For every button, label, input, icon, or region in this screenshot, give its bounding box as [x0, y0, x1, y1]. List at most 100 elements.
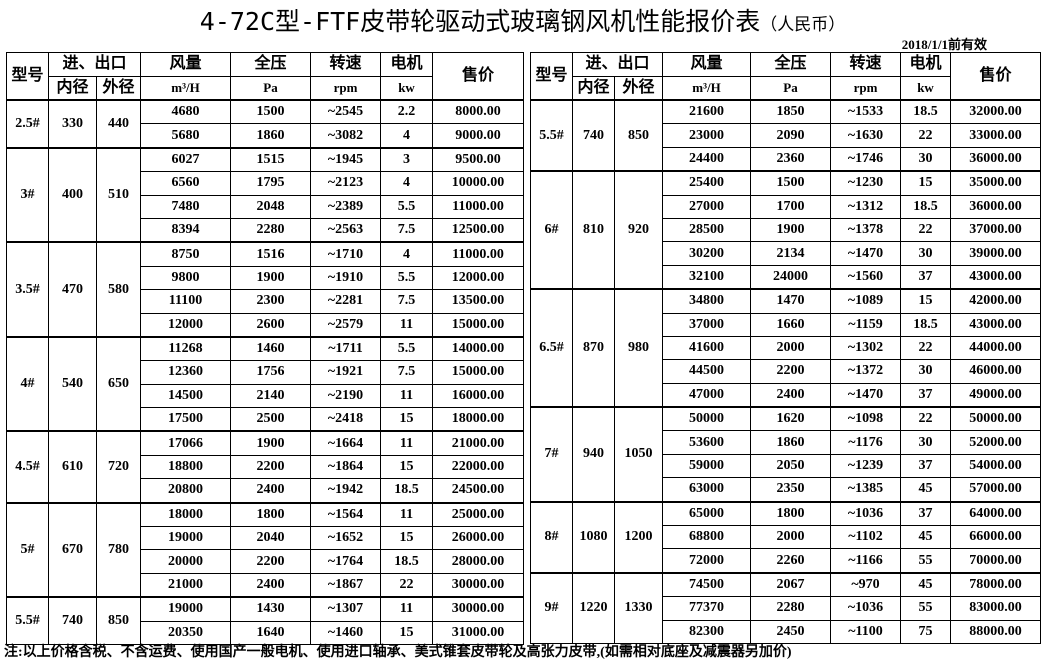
data-cell: 63000: [662, 477, 752, 503]
data-cell: 1700: [750, 194, 832, 219]
data-cell: 15: [380, 407, 434, 432]
data-cell: 2300: [230, 289, 312, 314]
data-cell: 17066: [140, 430, 232, 456]
data-cell: 5680: [140, 123, 232, 149]
data-cell: 5.5: [380, 335, 434, 362]
data-cell: 1900: [230, 265, 312, 291]
data-cell: 44000.00: [950, 335, 1042, 361]
data-cell: 30: [900, 359, 952, 384]
data-row: 6560 1795 ~2123 4 10000.00: [7, 171, 525, 196]
header-cell: 电机: [380, 52, 434, 77]
data-cell: 43000.00: [950, 264, 1042, 290]
data-cell: 36000.00: [950, 146, 1042, 172]
data-cell: 42000.00: [950, 288, 1042, 314]
data-cell: 18.5: [900, 194, 952, 219]
data-row: 18800 2200 ~1864 15 22000.00: [7, 454, 525, 480]
data-cell: 19000: [140, 596, 232, 622]
data-row: 7# 940 1050 50000 1620 ~1098 22 50000.00: [530, 406, 1042, 503]
group-cell: 6.5#: [530, 288, 573, 408]
data-row: 12360 1756 ~1921 7.5 15000.00: [7, 360, 525, 385]
note: 注:以上价格含税、不含运费、使用国产一般电机、使用进口轴承、美式锥套皮带轮及高张…: [4, 645, 792, 660]
data-cell: 21600: [662, 99, 752, 125]
data-cell: 18800: [140, 454, 232, 480]
data-row: 19000 2040 ~1652 15 26000.00: [7, 526, 525, 551]
data-row: 47000 2400 ~1470 37 49000.00: [531, 382, 1042, 408]
data-cell: 6560: [140, 171, 232, 196]
data-cell: 30: [900, 241, 952, 266]
data-cell: 1500: [750, 170, 832, 196]
data-row: 53600 1860 ~1176 30 52000.00: [531, 430, 1042, 455]
group-cell: 3#: [6, 146, 49, 243]
data-cell: 2140: [230, 383, 312, 409]
group-cell: 870: [572, 288, 615, 408]
data-row: 41600 2000 ~1302 22 44000.00: [531, 335, 1042, 361]
data-cell: 15000.00: [432, 360, 525, 385]
data-row: 9800 1900 ~1910 5.5 12000.00: [7, 265, 525, 291]
data-cell: 11: [380, 501, 434, 528]
data-cell: 59000: [662, 453, 752, 479]
data-cell: 44500: [662, 359, 752, 384]
data-row: 44500 2200 ~1372 30 46000.00: [531, 359, 1042, 384]
data-cell: ~1036: [830, 500, 902, 527]
data-cell: 2200: [230, 454, 312, 480]
data-cell: 50000: [662, 406, 752, 432]
data-cell: 50000.00: [950, 406, 1042, 432]
data-cell: 21000: [140, 572, 232, 598]
group-cell: 510: [95, 146, 142, 243]
data-cell: 1900: [230, 430, 312, 456]
data-row: 14500 2140 ~2190 11 16000.00: [7, 383, 525, 409]
data-cell: ~1942: [310, 478, 382, 504]
data-cell: ~1711: [310, 335, 382, 362]
data-cell: ~2389: [310, 194, 382, 219]
data-cell: 28000.00: [432, 549, 525, 574]
data-cell: ~1710: [310, 241, 382, 267]
data-cell: ~1378: [830, 217, 902, 243]
data-cell: ~1098: [830, 406, 902, 432]
data-cell: 37: [900, 500, 952, 527]
data-cell: ~1652: [310, 526, 382, 551]
data-cell: 3: [380, 146, 434, 173]
data-cell: ~1921: [310, 360, 382, 385]
data-cell: 66000.00: [950, 525, 1042, 550]
data-cell: 45: [900, 571, 952, 598]
data-row: 77370 2280 ~1036 55 83000.00: [531, 596, 1042, 621]
data-cell: 15: [380, 526, 434, 551]
header-cell: 全压: [750, 52, 832, 77]
group-cell: 1050: [613, 406, 664, 503]
group-cell: 780: [95, 501, 142, 598]
data-row: 28500 1900 ~1378 22 37000.00: [531, 217, 1042, 243]
data-cell: 12360: [140, 360, 232, 385]
data-cell: 2200: [750, 359, 832, 384]
group-cell: 6#: [530, 170, 573, 290]
header-cell: 风量: [140, 52, 232, 77]
data-cell: 1800: [230, 501, 312, 528]
unit-cell: rpm: [310, 75, 382, 101]
header-cell: 全压: [230, 52, 312, 77]
data-cell: ~1910: [310, 265, 382, 291]
data-cell: 1515: [230, 146, 312, 173]
data-cell: ~2563: [310, 217, 382, 243]
header-cell: 型号: [530, 52, 573, 101]
group-cell: 720: [95, 430, 142, 504]
data-cell: 1800: [750, 500, 832, 527]
data-cell: ~970: [830, 571, 902, 598]
data-cell: 15: [380, 454, 434, 480]
data-cell: ~1239: [830, 453, 902, 479]
data-cell: ~1036: [830, 596, 902, 621]
data-row: 20350 1640 ~1460 15 31000.00: [7, 620, 525, 645]
data-row: 23000 2090 ~1630 22 33000.00: [531, 123, 1042, 148]
data-cell: 18000: [140, 501, 232, 528]
group-cell: 4.5#: [6, 430, 49, 504]
data-cell: 18.5: [380, 549, 434, 574]
data-cell: 12000.00: [432, 265, 525, 291]
data-cell: 37: [900, 264, 952, 290]
data-cell: 14500: [140, 383, 232, 409]
data-cell: 70000.00: [950, 548, 1042, 574]
data-row: 17500 2500 ~2418 15 18000.00: [7, 407, 525, 432]
group-cell: 670: [48, 501, 97, 598]
data-cell: ~1864: [310, 454, 382, 480]
unit-cell: m³/H: [662, 75, 752, 101]
data-cell: 1460: [230, 335, 312, 362]
data-cell: 30000.00: [432, 572, 525, 598]
data-cell: 64000.00: [950, 500, 1042, 527]
